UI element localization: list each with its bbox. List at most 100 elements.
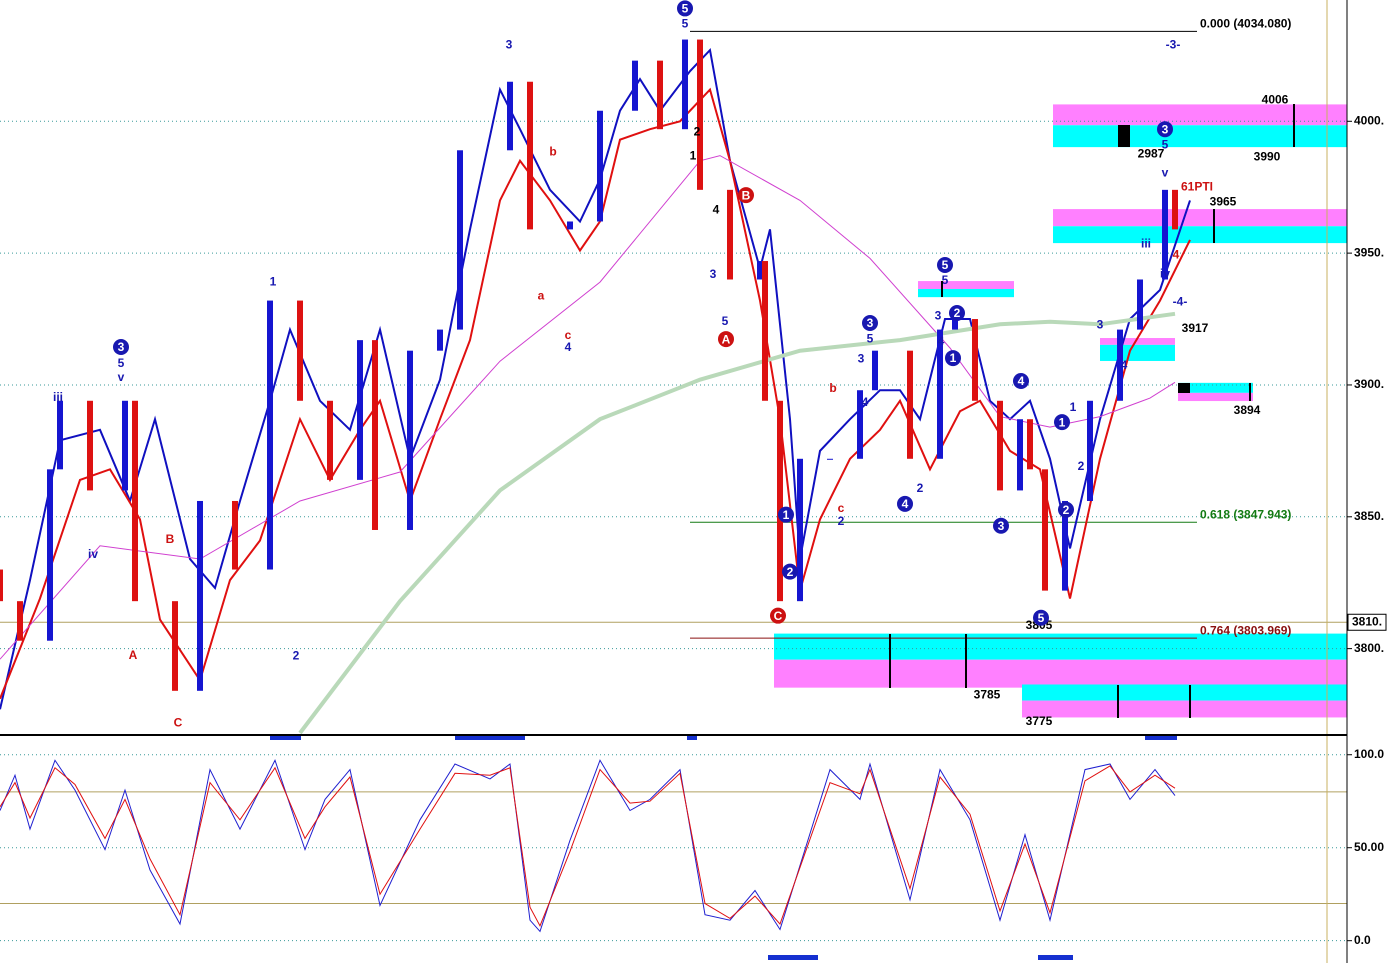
y-tick-label: 3850. <box>1354 509 1384 523</box>
annotation: 1 <box>270 274 277 288</box>
candle <box>827 458 833 460</box>
indicator-line <box>298 311 1176 735</box>
axis-background <box>1347 0 1387 963</box>
candle <box>407 350 413 530</box>
annotation: 5 <box>722 314 729 328</box>
annotation: 3 <box>858 351 865 365</box>
annotation: 4006 <box>1262 92 1289 106</box>
candle <box>57 400 63 470</box>
wave-circle <box>1058 501 1074 518</box>
candle <box>907 350 913 459</box>
wave-label: 3 <box>998 519 1005 533</box>
annotation: v <box>1162 165 1169 179</box>
wave-circle <box>862 314 878 331</box>
signal-bar <box>1145 735 1177 740</box>
candle <box>597 110 603 222</box>
wave-circle <box>949 304 965 321</box>
wave-label: 2 <box>954 306 961 320</box>
zone-bottom <box>1053 226 1347 244</box>
candle <box>232 500 238 570</box>
fib-label: 0.618 (3847.943) <box>1200 507 1291 521</box>
wave-circle <box>937 256 953 273</box>
annotation: 4 <box>1173 247 1180 261</box>
zone-bottom <box>1178 392 1253 402</box>
y-tick-label: 3950. <box>1354 245 1384 259</box>
annotation: 3965 <box>1210 194 1237 208</box>
wave-label: A <box>722 332 731 346</box>
signal-bar <box>687 735 697 740</box>
wave-label: 2 <box>787 565 794 579</box>
candle <box>872 350 878 391</box>
candle <box>777 400 783 602</box>
candle <box>527 81 533 230</box>
y-tick-label: 50.00 <box>1354 840 1384 854</box>
candle <box>1027 419 1033 470</box>
text-layer: 0.000 (4034.080) 0.618 (3847.943) 0.764 (3… <box>53 0 1291 730</box>
wave-label: 5 <box>942 258 949 272</box>
annotation: 5 <box>118 356 125 370</box>
annotation: 3 <box>710 267 717 281</box>
wave-label: 1 <box>783 508 790 522</box>
annotation: 1 <box>1070 400 1077 414</box>
wave-label: 4 <box>902 497 909 511</box>
candle <box>87 400 93 491</box>
y-tick-label: 100.0 <box>1354 747 1384 761</box>
candle <box>507 81 513 151</box>
grid-layer <box>0 30 1347 942</box>
annotation: c <box>565 328 572 342</box>
wave-circle <box>778 506 794 523</box>
y-tick-label: 3900. <box>1354 377 1384 391</box>
wave-circle <box>718 331 734 348</box>
wave-circle <box>993 517 1009 534</box>
signal-bar <box>768 955 818 960</box>
annotation: 61PTI <box>1181 179 1213 193</box>
zone-top <box>1022 684 1347 701</box>
zone-block <box>1178 383 1190 393</box>
fib-label: 0.764 (3803.969) <box>1200 623 1291 637</box>
y-tick-label: 4000. <box>1354 113 1384 127</box>
zone-markers <box>889 104 1295 718</box>
annotation: 4 <box>862 395 869 409</box>
annotation: 2 <box>1078 459 1085 473</box>
candle <box>357 340 363 480</box>
candle <box>172 601 178 691</box>
annotation: 2 <box>917 481 924 495</box>
zone-bottom <box>1053 125 1347 148</box>
annotation: iii <box>53 390 63 404</box>
candle <box>267 300 273 570</box>
candle <box>952 319 958 330</box>
annotation: C <box>174 716 183 730</box>
candle <box>327 400 333 480</box>
wave-circle <box>945 350 961 367</box>
annotation: iv <box>88 547 98 561</box>
candles-layer <box>0 39 1178 691</box>
y-tick-label: 3800. <box>1354 641 1384 655</box>
candle <box>1172 189 1178 230</box>
signal-bars <box>270 735 1177 960</box>
oscillator-line <box>0 765 1176 927</box>
candle <box>757 261 763 280</box>
candle <box>437 329 443 351</box>
zone-bottom <box>918 288 1014 298</box>
price-marker-box <box>1347 613 1387 631</box>
annotation: 2 <box>838 514 845 528</box>
annotation: 4 <box>713 202 720 216</box>
candle <box>727 189 733 280</box>
candle <box>122 400 128 491</box>
annotation: A <box>129 648 138 662</box>
wave-circle <box>1157 121 1173 138</box>
candle <box>197 500 203 691</box>
annotation: B <box>166 532 175 546</box>
indicator-line <box>0 87 1191 700</box>
wave-label: 3 <box>867 316 874 330</box>
candle <box>567 221 573 230</box>
candle <box>17 601 23 641</box>
wave-label: C <box>774 609 783 623</box>
annotation: 5 <box>1162 137 1169 151</box>
annotation: -4- <box>1173 294 1188 308</box>
wave-label: 1 <box>950 351 957 365</box>
annotation: 3 <box>935 308 942 322</box>
annotation: v <box>118 370 125 384</box>
